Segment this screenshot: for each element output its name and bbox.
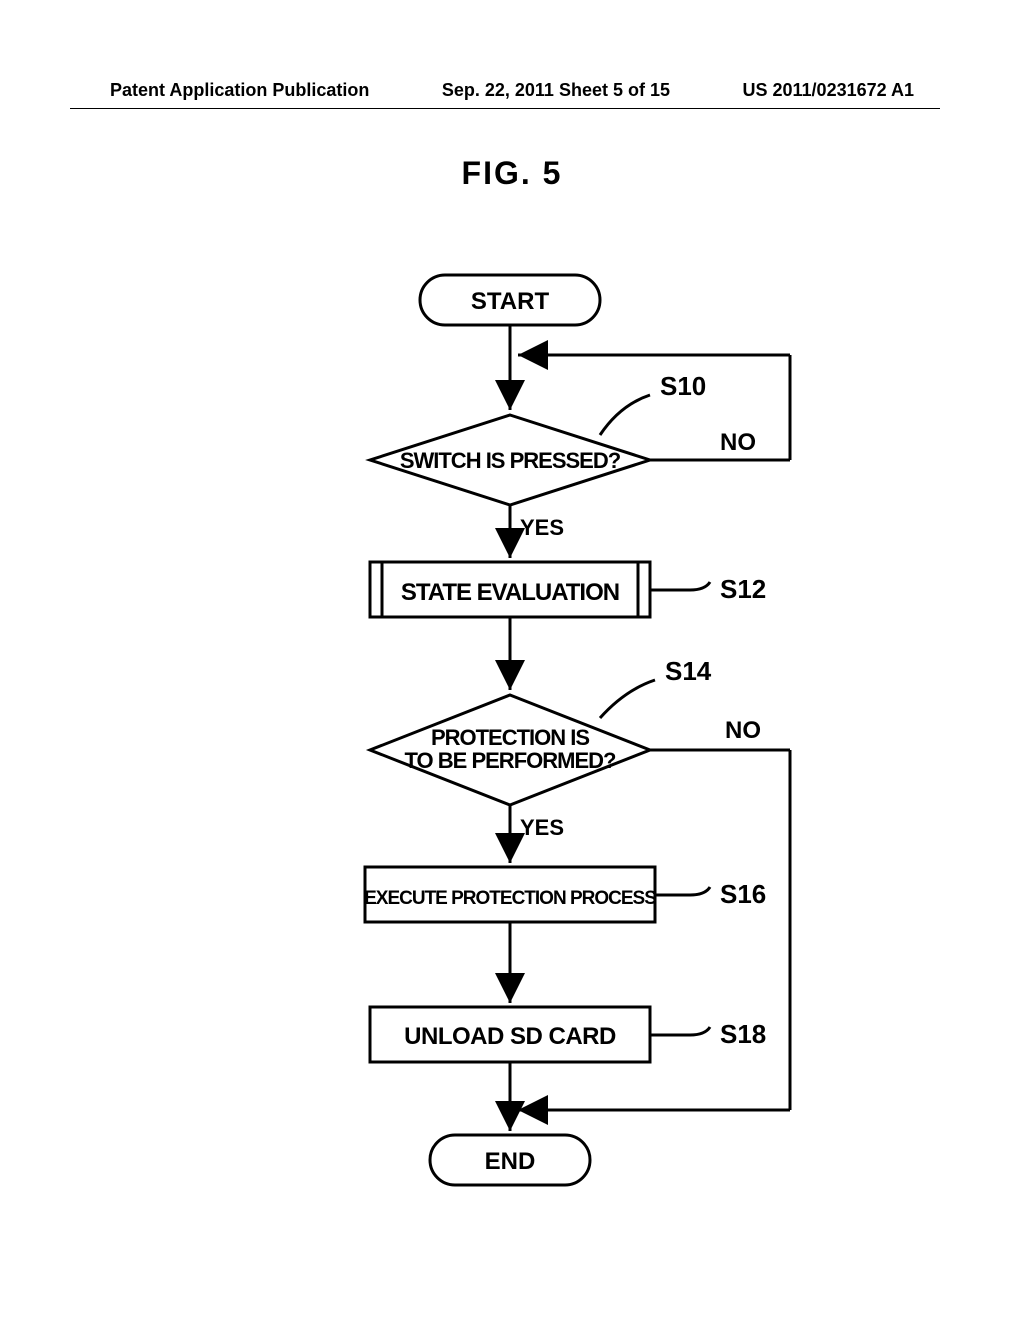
node-unload-sd: UNLOAD SD CARD [370, 1007, 650, 1062]
node-start: START [420, 275, 600, 325]
step-label-s14: S14 [665, 656, 712, 686]
step-label-s12: S12 [720, 574, 766, 604]
svg-text:STATE EVALUATION: STATE EVALUATION [401, 579, 619, 606]
figure-title: FIG. 5 [0, 155, 1024, 192]
svg-text:UNLOAD SD CARD: UNLOAD SD CARD [404, 1023, 616, 1050]
no-label-2: NO [725, 717, 761, 744]
header-left: Patent Application Publication [110, 80, 369, 101]
node-execute-protection: EXECUTE PROTECTION PROCESS [364, 867, 656, 922]
header-right: US 2011/0231672 A1 [743, 80, 914, 101]
step-label-s16: S16 [720, 879, 766, 909]
flowchart-svg: START S10 SWITCH IS PRESSED? NO YES STAT… [200, 260, 850, 1220]
node-decision-switch: SWITCH IS PRESSED? [370, 415, 650, 505]
yes-label-2: YES [520, 815, 564, 840]
svg-text:SWITCH IS PRESSED?: SWITCH IS PRESSED? [400, 448, 621, 473]
header-center: Sep. 22, 2011 Sheet 5 of 15 [442, 80, 670, 101]
svg-text:TO BE PERFORMED?: TO BE PERFORMED? [405, 748, 617, 773]
node-state-evaluation: STATE EVALUATION [370, 562, 650, 617]
no-label-1: NO [720, 429, 756, 456]
page-header: Patent Application Publication Sep. 22, … [0, 80, 1024, 101]
node-end: END [430, 1135, 590, 1185]
svg-text:PROTECTION IS: PROTECTION IS [431, 725, 589, 750]
svg-text:END: END [485, 1148, 536, 1175]
svg-text:EXECUTE PROTECTION PROCESS: EXECUTE PROTECTION PROCESS [364, 888, 656, 909]
svg-text:START: START [471, 288, 550, 315]
header-divider [70, 108, 940, 109]
yes-label-1: YES [520, 515, 564, 540]
step-label-s10: S10 [660, 371, 706, 401]
step-label-s18: S18 [720, 1019, 766, 1049]
